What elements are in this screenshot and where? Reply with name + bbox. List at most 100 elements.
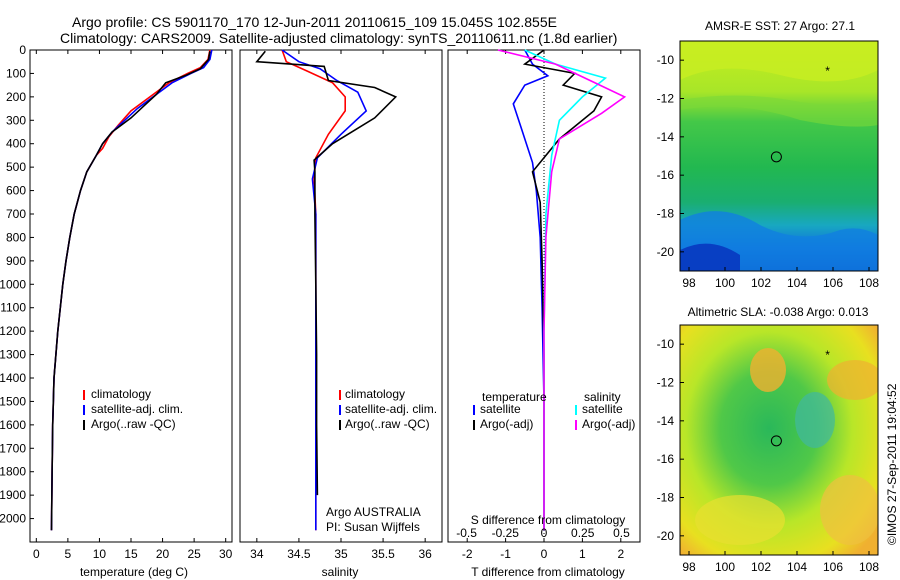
temperature-ytick-label: 300 xyxy=(6,113,26,127)
salinity-series-line-2 xyxy=(255,50,398,496)
sla-axes-frame xyxy=(679,324,879,556)
difference-legend-label: satellite xyxy=(480,402,521,416)
temperature-ytick-label: 1300 xyxy=(0,348,26,362)
sla-axes: 98 100 102 104 106 108 -10 -12 -14 -16 -18 -20 * xyxy=(657,337,880,574)
salinity-plot: 34 34.5 35 35.5 36 climatologysatellite-adj. … xyxy=(250,49,437,561)
sla-map-title: Altimetric SLA: -0.038 Argo: 0.013 xyxy=(688,305,869,319)
difference-salinity-tick-label: 0 xyxy=(541,526,548,540)
temperature-ytick-label: 800 xyxy=(6,230,26,244)
difference-xlabel-top: S difference from climatology xyxy=(471,513,626,527)
temperature-ytick-label: 600 xyxy=(6,184,26,198)
sst_map-xtick-label: 102 xyxy=(751,276,771,290)
sla_map-xtick-label: 100 xyxy=(715,560,735,574)
temperature-series-line-0 xyxy=(50,49,211,531)
sst_map-point-marker: * xyxy=(825,64,830,78)
sst_map-xtick-label: 106 xyxy=(823,276,843,290)
salinity-legend-label: Argo(..raw -QC) xyxy=(345,417,430,431)
title-line-1: Argo profile: CS 5901170_170 12-Jun-2011… xyxy=(72,14,557,30)
salinity-xtick-label: 36 xyxy=(418,547,432,561)
difference-salinity-tick-label: -0.5 xyxy=(456,526,477,540)
salinity-legend-label: climatology xyxy=(345,387,405,401)
sst_map-xtick-label: 98 xyxy=(682,276,696,290)
temperature-ytick-label: 1400 xyxy=(0,371,26,385)
sla_map-xtick-label: 106 xyxy=(823,560,843,574)
temperature-xtick-label: 15 xyxy=(124,547,138,561)
temperature-xtick-label: 25 xyxy=(187,547,201,561)
temperature-ytick-label: 1600 xyxy=(0,418,26,432)
temperature-ytick-label: 1000 xyxy=(0,277,26,291)
temperature-ytick-label: 100 xyxy=(6,66,26,80)
difference-series-line-0 xyxy=(512,49,550,531)
salinity-xtick-label: 34.5 xyxy=(287,547,311,561)
temperature-ytick-label: 1900 xyxy=(0,488,26,502)
sst_map-xtick-label: 108 xyxy=(859,276,879,290)
difference-xlabel: T difference from climatology xyxy=(471,565,625,579)
difference-xtick-label: -2 xyxy=(462,547,473,561)
sla_map-profile-location-marker xyxy=(770,435,782,447)
sla_map-ytick-label: -10 xyxy=(657,337,675,351)
sst_map-ytick-label: -20 xyxy=(657,245,675,259)
temperature-ytick-label: 900 xyxy=(6,254,26,268)
legend-temperature-title: temperature xyxy=(482,390,547,404)
temperature-xtick-label: 20 xyxy=(156,547,170,561)
sla_map-ytick-label: -16 xyxy=(657,452,675,466)
temperature-ytick-label: 1500 xyxy=(0,394,26,408)
difference-legend-label: Argo(-adj) xyxy=(480,417,533,431)
title-line-2: Climatology: CARS2009. Satellite-adjuste… xyxy=(60,30,618,46)
sst-heatmap xyxy=(680,41,878,271)
temperature-ytick-label: 400 xyxy=(6,137,26,151)
temperature-xtick-label: 10 xyxy=(93,547,107,561)
temperature-ytick-label: 700 xyxy=(6,207,26,221)
temperature-ytick-label: 200 xyxy=(6,90,26,104)
salinity-annotation-2: PI: Susan Wijffels xyxy=(326,520,420,534)
temperature-xtick-label: 5 xyxy=(65,547,72,561)
temperature-legend-label: climatology xyxy=(91,387,151,401)
sst_map-xtick-label: 104 xyxy=(787,276,807,290)
temperature-series-line-2 xyxy=(50,51,211,531)
sst-map-title: AMSR-E SST: 27 Argo: 27.1 xyxy=(705,19,855,33)
temperature-plot: 0 5 10 15 20 25 300100200300400500600700800900… xyxy=(0,43,233,561)
sst_map-profile-location-marker xyxy=(770,151,782,163)
sla_map-ytick-label: -18 xyxy=(657,491,675,505)
salinity-xtick-label: 35 xyxy=(334,547,348,561)
sla_map-xtick-label: 108 xyxy=(859,560,879,574)
temperature-xtick-label: 0 xyxy=(33,547,40,561)
difference-series-line-3 xyxy=(497,49,627,531)
temperature-ytick-label: 1100 xyxy=(0,301,26,315)
sla_map-ytick-label: -14 xyxy=(657,414,675,428)
temperature-series-line-1 xyxy=(50,49,213,531)
sst_map-ytick-label: -16 xyxy=(657,168,675,182)
sst_map-ytick-label: -14 xyxy=(657,130,675,144)
sla-heatmap xyxy=(680,325,878,555)
difference-salinity-tick-label: -0.25 xyxy=(492,526,520,540)
temperature-legend-label: Argo(..raw -QC) xyxy=(91,417,176,431)
difference-series-line-1 xyxy=(522,49,603,531)
temperature-ytick-label: 1200 xyxy=(0,324,26,338)
legend-salinity-title: salinity xyxy=(584,390,621,404)
sla_map-xtick-label: 102 xyxy=(751,560,771,574)
difference-xtick-label: 1 xyxy=(579,547,586,561)
temperature-ytick-label: 1700 xyxy=(0,441,26,455)
temperature-xlabel: temperature (deg C) xyxy=(80,565,188,579)
difference-xtick-label: 2 xyxy=(617,547,624,561)
temperature-ytick-label: 500 xyxy=(6,160,26,174)
salinity-annotation-1: Argo AUSTRALIA xyxy=(326,505,421,519)
sst-axes-frame xyxy=(679,40,879,272)
sst_map-xtick-label: 100 xyxy=(715,276,735,290)
sst_map-ytick-label: -10 xyxy=(657,53,675,67)
sst_map-ytick-label: -18 xyxy=(657,207,675,221)
difference-legend-label: satellite xyxy=(582,402,623,416)
temperature-legend-label: satellite-adj. clim. xyxy=(91,402,183,416)
difference-legend-label: Argo(-adj) xyxy=(582,417,635,431)
difference-salinity-tick-label: 0.5 xyxy=(613,526,630,540)
difference-plot: -2 -1 0 1 2-0.5 -0.25 0 0.25 0.5satelliteArgo(-a… xyxy=(456,49,635,561)
difference-salinity-tick-label: 0.25 xyxy=(571,526,595,540)
temperature-xtick-label: 30 xyxy=(219,547,233,561)
salinity-series-line-1 xyxy=(281,49,368,531)
sla_map-ytick-label: -12 xyxy=(657,376,675,390)
salinity-xlabel: salinity xyxy=(322,565,359,579)
side-stamp: ©IMOS 27-Sep-2011 19:04:52 xyxy=(885,383,899,545)
difference-xtick-label: -1 xyxy=(500,547,511,561)
temperature-axes-frame xyxy=(29,49,233,543)
